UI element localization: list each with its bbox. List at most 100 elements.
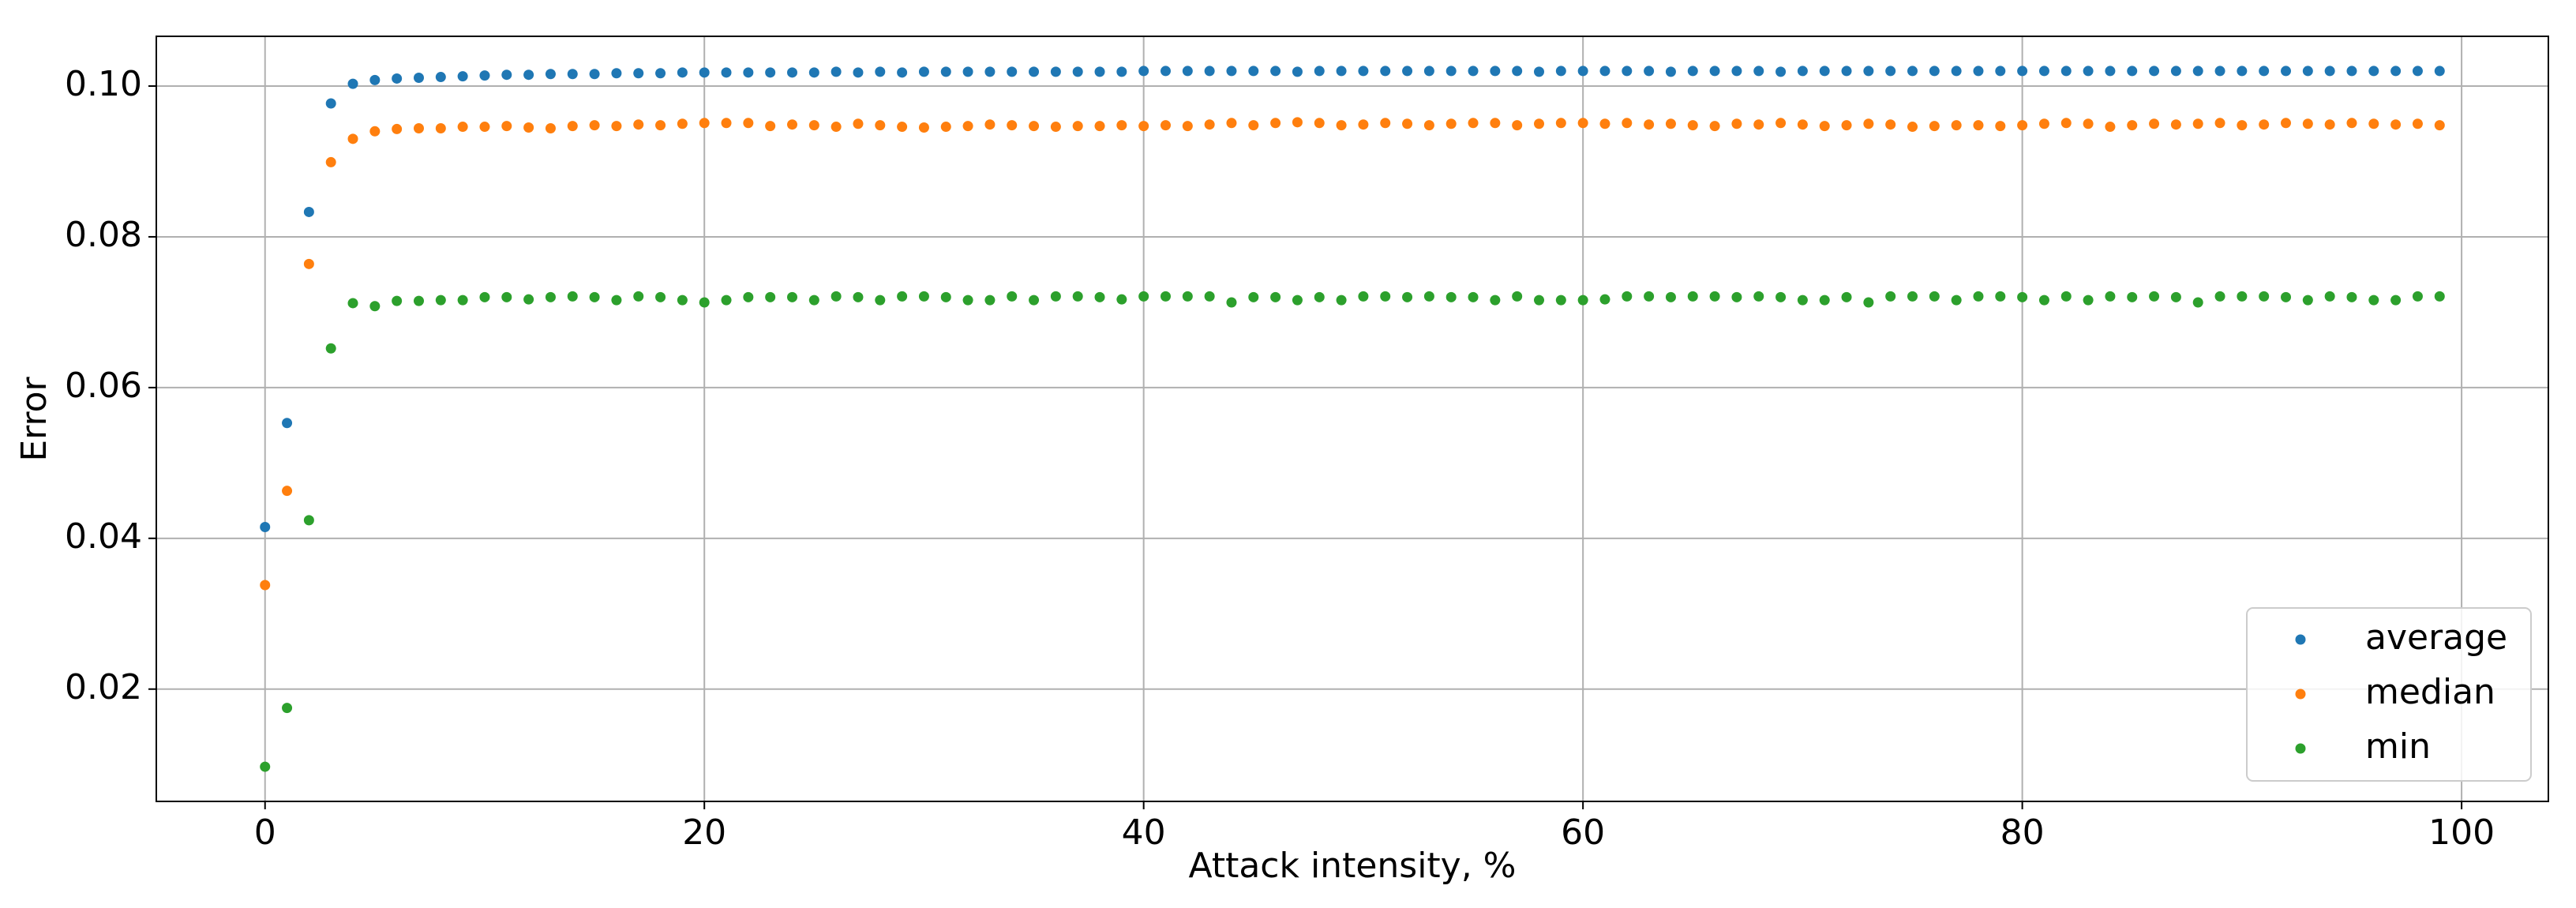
point	[940, 122, 951, 133]
x-tick-label: 80	[2000, 812, 2045, 853]
point	[1687, 66, 1698, 77]
point	[347, 133, 358, 144]
point	[1753, 66, 1764, 77]
point	[743, 118, 754, 129]
point	[1731, 118, 1742, 129]
point	[501, 121, 512, 132]
point	[1314, 291, 1325, 302]
point	[1577, 66, 1588, 77]
point	[2017, 66, 2028, 77]
point	[523, 294, 534, 305]
point	[1445, 118, 1457, 129]
point	[1358, 119, 1369, 130]
point	[743, 291, 754, 302]
point	[1116, 66, 1127, 77]
point	[2083, 295, 2094, 306]
point	[2281, 118, 2292, 129]
point	[2038, 66, 2049, 77]
point	[2214, 118, 2225, 129]
point	[611, 68, 622, 79]
point	[567, 121, 578, 132]
point	[2434, 291, 2445, 302]
point	[1863, 118, 1874, 129]
point	[2192, 297, 2203, 308]
point	[1599, 118, 1610, 129]
point	[392, 73, 403, 84]
point	[1226, 66, 1237, 77]
point	[1116, 120, 1127, 131]
point	[1160, 291, 1171, 302]
point	[2105, 291, 2116, 302]
point	[897, 291, 908, 302]
point	[2346, 291, 2357, 302]
point	[1512, 291, 1523, 302]
point	[1490, 66, 1501, 77]
point	[1644, 66, 1655, 77]
point	[853, 291, 864, 302]
point	[1204, 291, 1215, 302]
point	[1402, 118, 1413, 129]
point	[1731, 66, 1742, 77]
grid	[156, 36, 2548, 801]
point	[1819, 66, 1830, 77]
point	[2412, 66, 2423, 77]
point	[1029, 121, 1040, 132]
point	[1753, 119, 1764, 130]
point	[2302, 295, 2313, 306]
point	[1973, 291, 1984, 302]
point	[699, 118, 710, 129]
point	[2038, 118, 2049, 129]
point	[282, 703, 293, 714]
point	[1270, 66, 1281, 77]
point	[1182, 66, 1193, 77]
point	[2060, 291, 2072, 302]
point	[1358, 66, 1369, 77]
point	[633, 291, 644, 302]
point	[2149, 291, 2160, 302]
point	[1709, 121, 1720, 132]
point	[2237, 66, 2248, 77]
point	[435, 295, 446, 306]
point	[918, 122, 929, 133]
point	[1270, 291, 1281, 302]
point	[1007, 66, 1018, 77]
point	[1029, 66, 1040, 77]
point	[589, 69, 600, 80]
point	[2390, 119, 2402, 130]
point	[677, 295, 688, 306]
point	[1094, 291, 1105, 302]
point	[1468, 118, 1479, 129]
point	[1665, 118, 1676, 129]
point	[1995, 121, 2006, 132]
point	[962, 121, 973, 132]
point	[2214, 291, 2225, 302]
y-tick-label: 0.08	[65, 215, 142, 255]
point	[282, 486, 293, 497]
point	[1292, 117, 1303, 128]
point	[699, 297, 710, 308]
point	[2170, 66, 2181, 77]
point	[1929, 121, 1940, 132]
point	[677, 67, 688, 78]
x-tick-label: 0	[254, 812, 276, 853]
point	[2149, 66, 2160, 77]
point	[1490, 295, 1501, 306]
point	[369, 126, 381, 137]
point	[1423, 291, 1434, 302]
point	[677, 118, 688, 129]
point	[962, 66, 973, 77]
point	[1775, 118, 1787, 129]
point	[303, 515, 314, 526]
point	[1248, 120, 1259, 131]
point	[479, 70, 490, 81]
point	[1841, 120, 1852, 131]
point	[2170, 119, 2181, 130]
point	[1204, 66, 1215, 77]
point	[2192, 118, 2203, 129]
point	[721, 295, 732, 306]
point	[303, 206, 314, 217]
point	[1512, 66, 1523, 77]
point	[260, 580, 271, 591]
point	[2434, 120, 2445, 131]
point	[282, 418, 293, 429]
